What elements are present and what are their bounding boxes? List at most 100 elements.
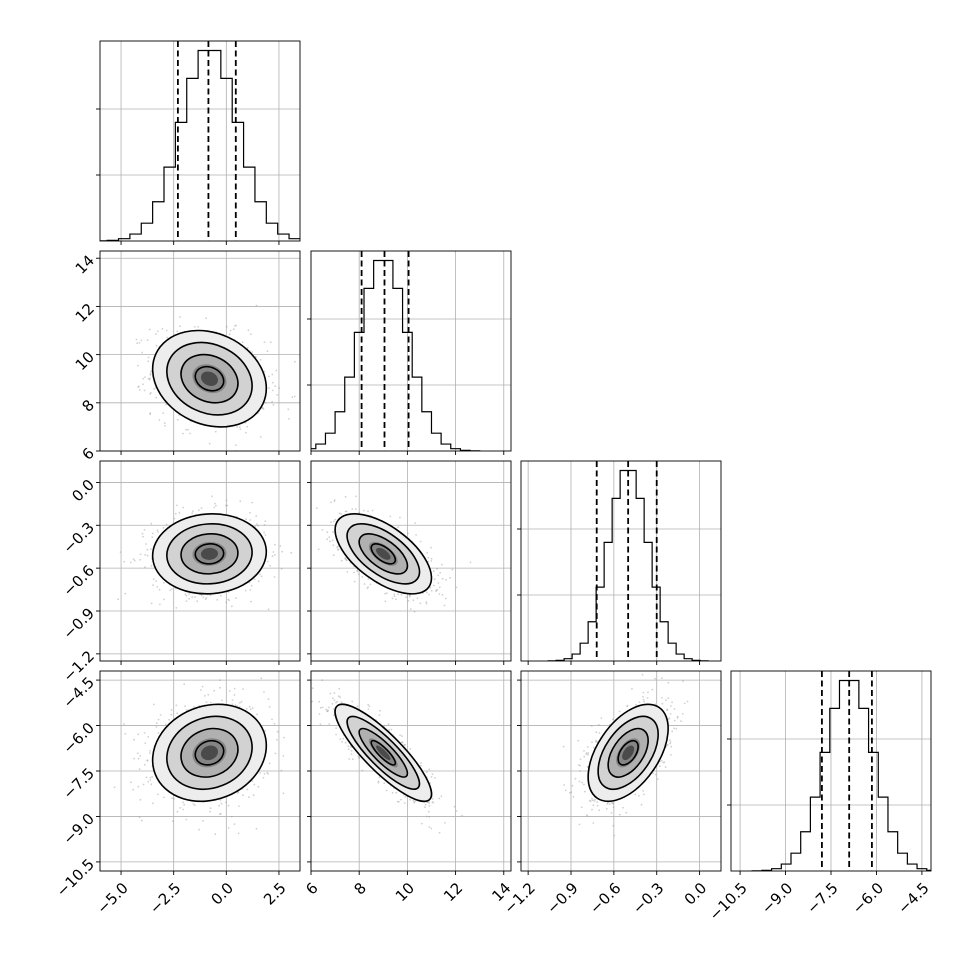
scatter-point bbox=[330, 501, 332, 504]
scatter-point bbox=[389, 515, 392, 518]
scatter-point bbox=[165, 403, 168, 406]
scatter-point bbox=[155, 333, 157, 335]
scatter-point bbox=[409, 608, 412, 610]
scatter-point bbox=[202, 819, 204, 822]
scatter-point bbox=[138, 388, 141, 391]
scatter-point bbox=[350, 749, 353, 752]
scatter-point bbox=[246, 347, 249, 349]
scatter-point bbox=[587, 752, 590, 754]
scatter-point bbox=[201, 685, 204, 688]
scatter-point bbox=[357, 755, 360, 757]
scatter-point bbox=[155, 396, 158, 399]
scatter-point bbox=[445, 597, 447, 600]
scatter-point bbox=[146, 554, 149, 557]
scatter-point bbox=[263, 531, 265, 534]
scatter-point bbox=[130, 561, 132, 564]
scatter-point bbox=[669, 713, 672, 715]
scatter-point bbox=[283, 736, 285, 739]
scatter-point bbox=[245, 708, 248, 710]
scatter-point bbox=[342, 737, 345, 740]
scatter-point bbox=[404, 796, 407, 798]
scatter-point bbox=[179, 807, 182, 809]
scatter-point bbox=[385, 789, 388, 792]
y-tick-label: 6 bbox=[79, 444, 98, 463]
scatter-point bbox=[344, 741, 347, 744]
scatter-point bbox=[281, 550, 284, 553]
scatter-point bbox=[142, 377, 145, 380]
scatter-point bbox=[146, 548, 149, 551]
scatter-point bbox=[357, 573, 360, 576]
scatter-point bbox=[325, 708, 328, 711]
contour-level-0 bbox=[194, 543, 225, 565]
scatter-point bbox=[219, 812, 222, 815]
scatter-point bbox=[430, 589, 433, 592]
scatter-point bbox=[209, 807, 212, 810]
scatter-point bbox=[441, 577, 444, 580]
scatter-point bbox=[455, 810, 458, 812]
scatter-point bbox=[308, 513, 310, 515]
scatter-point bbox=[282, 792, 285, 795]
scatter-point bbox=[397, 593, 400, 596]
scatter-point bbox=[193, 706, 195, 708]
scatter-point bbox=[263, 370, 266, 373]
scatter-point bbox=[245, 518, 248, 521]
scatter-panel-2-0: −1.2−0.9−0.6−0.30.0 bbox=[60, 460, 301, 686]
scatter-point bbox=[200, 689, 202, 691]
scatter-point bbox=[318, 713, 321, 715]
scatter-point bbox=[333, 499, 336, 501]
scatter-point bbox=[162, 526, 165, 529]
scatter-point bbox=[196, 600, 199, 603]
scatter-point bbox=[276, 394, 279, 396]
scatter-point bbox=[367, 703, 370, 706]
scatter-point bbox=[275, 369, 278, 372]
scatter-point bbox=[210, 701, 212, 704]
scatter-point bbox=[139, 558, 142, 561]
scatter-point bbox=[271, 400, 273, 403]
scatter-point bbox=[235, 324, 238, 327]
scatter-point bbox=[138, 816, 141, 819]
scatter-point bbox=[214, 430, 217, 433]
scatter-point bbox=[335, 701, 337, 704]
scatter-point bbox=[369, 583, 372, 586]
scatter-point bbox=[387, 723, 390, 726]
scatter-point bbox=[255, 304, 258, 307]
scatter-point bbox=[384, 600, 387, 603]
scatter-point bbox=[147, 360, 150, 363]
scatter-point bbox=[326, 710, 329, 713]
scatter-point bbox=[218, 804, 221, 807]
scatter-point bbox=[288, 418, 290, 420]
scatter-point bbox=[150, 371, 152, 373]
x-tick-label: 2.5 bbox=[260, 879, 290, 909]
scatter-point bbox=[188, 597, 191, 600]
scatter-point bbox=[340, 559, 343, 562]
scatter-point bbox=[427, 801, 430, 804]
scatter-point bbox=[596, 801, 599, 803]
density-shading bbox=[151, 703, 268, 803]
scatter-point bbox=[643, 700, 645, 703]
density-shading bbox=[334, 703, 433, 803]
scatter-point bbox=[164, 723, 167, 726]
scatter-point bbox=[396, 800, 399, 803]
scatter-point bbox=[276, 730, 279, 733]
scatter-point bbox=[332, 544, 335, 547]
scatter-point bbox=[194, 467, 196, 469]
scatter-point bbox=[176, 504, 178, 507]
scatter-point bbox=[287, 408, 290, 411]
contour-level-3 bbox=[334, 513, 433, 595]
scatter-point bbox=[354, 508, 357, 511]
scatter-point bbox=[428, 802, 431, 804]
scatter-point bbox=[338, 512, 341, 515]
scatter-point bbox=[185, 818, 188, 821]
density-shading bbox=[151, 513, 268, 595]
histogram-panel-1 bbox=[307, 250, 512, 455]
contour-level-3 bbox=[151, 329, 268, 428]
scatter-point bbox=[234, 444, 237, 447]
scatter-point bbox=[333, 692, 336, 694]
scatter-point bbox=[211, 495, 213, 498]
scatter-point bbox=[267, 698, 270, 700]
scatter-point bbox=[353, 571, 355, 574]
scatter-point bbox=[155, 726, 158, 728]
scatter-point bbox=[249, 708, 252, 711]
scatter-point bbox=[139, 553, 142, 556]
